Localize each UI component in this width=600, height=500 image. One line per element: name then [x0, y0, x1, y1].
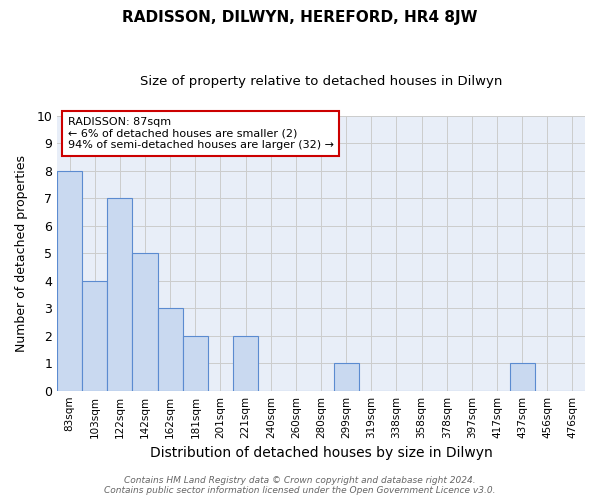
Text: RADISSON, DILWYN, HEREFORD, HR4 8JW: RADISSON, DILWYN, HEREFORD, HR4 8JW — [122, 10, 478, 25]
Bar — [233, 336, 258, 390]
Bar — [183, 336, 208, 390]
Bar — [334, 363, 359, 390]
Title: Size of property relative to detached houses in Dilwyn: Size of property relative to detached ho… — [140, 75, 502, 88]
Bar — [509, 363, 535, 390]
X-axis label: Distribution of detached houses by size in Dilwyn: Distribution of detached houses by size … — [149, 446, 493, 460]
Text: Contains HM Land Registry data © Crown copyright and database right 2024.
Contai: Contains HM Land Registry data © Crown c… — [104, 476, 496, 495]
Bar — [107, 198, 133, 390]
Y-axis label: Number of detached properties: Number of detached properties — [15, 154, 28, 352]
Bar — [158, 308, 183, 390]
Bar — [82, 280, 107, 390]
Bar — [57, 170, 82, 390]
Bar — [133, 253, 158, 390]
Text: RADISSON: 87sqm
← 6% of detached houses are smaller (2)
94% of semi-detached hou: RADISSON: 87sqm ← 6% of detached houses … — [68, 117, 334, 150]
